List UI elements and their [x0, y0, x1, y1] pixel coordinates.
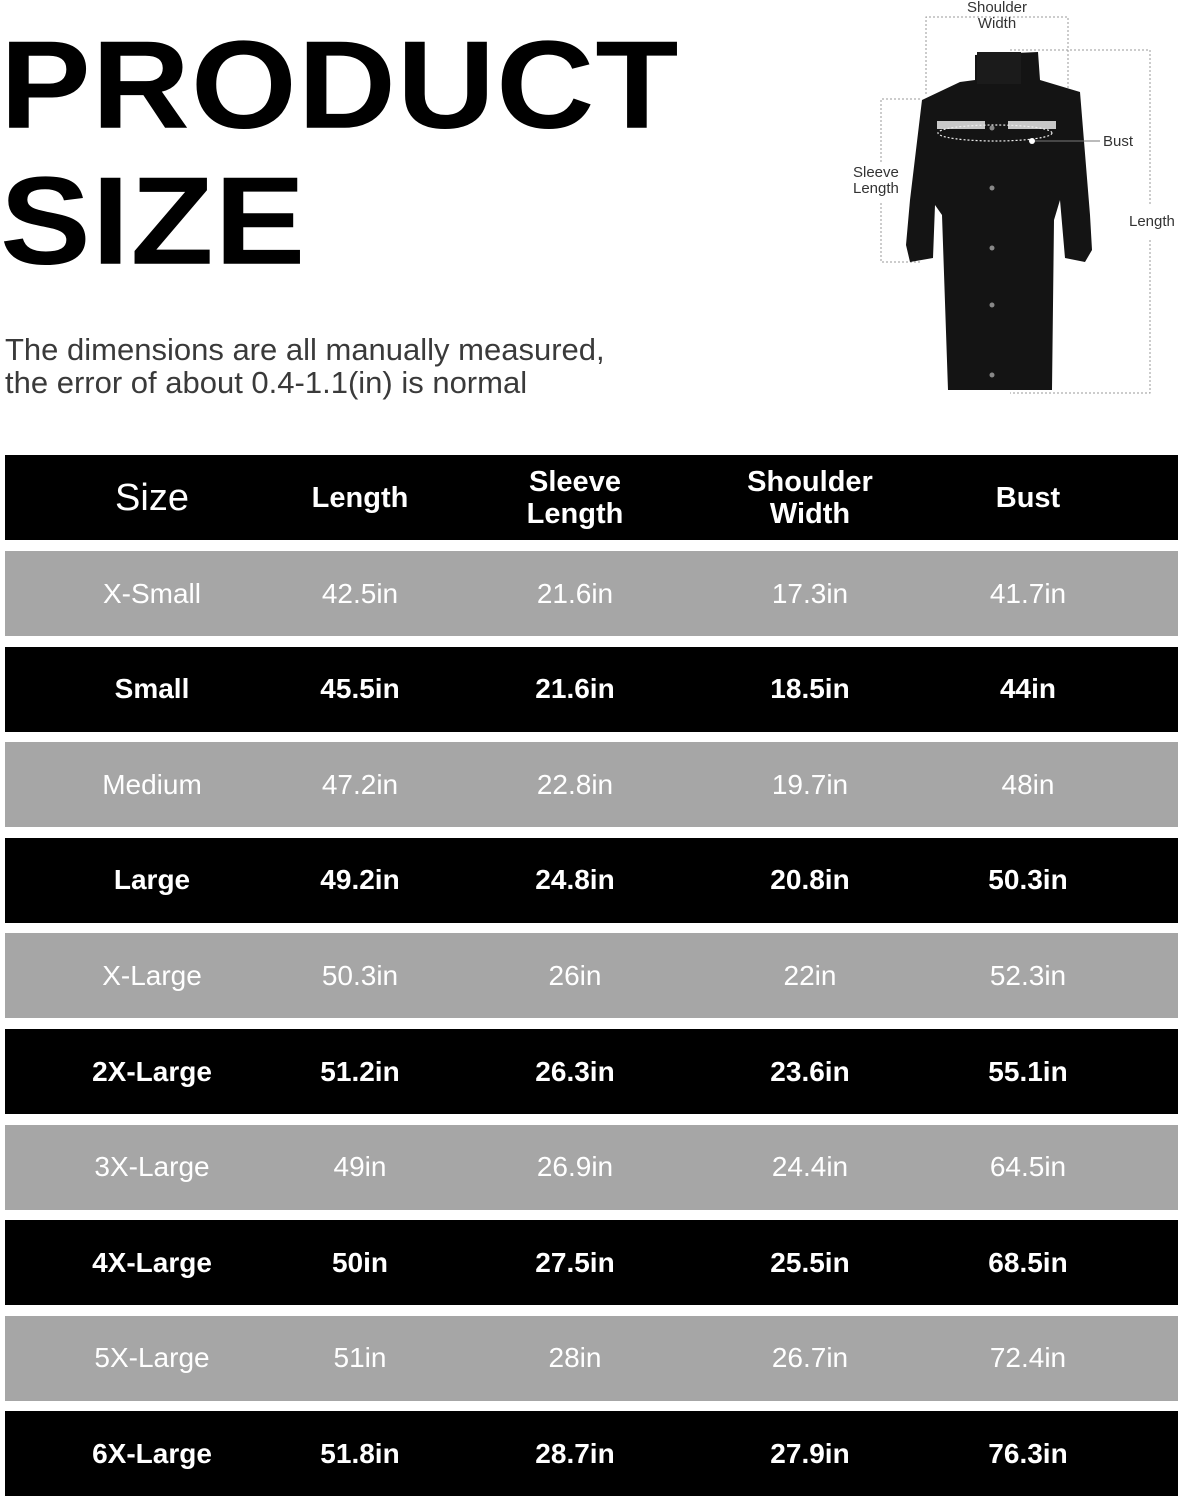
- cell-size: 4X-Large: [92, 1246, 212, 1278]
- coat-diagram: Shoulder Width Bust Sleeve Length Length: [840, 0, 1180, 400]
- header-text: Length: [526, 497, 624, 530]
- table-row: X-Large 50.3in 26in 22in 52.3in: [5, 933, 1178, 1019]
- header-size: Size: [52, 455, 252, 540]
- header-text-group: Length: [312, 482, 409, 514]
- header-text: Size: [115, 476, 189, 519]
- label-length: Length: [1129, 213, 1175, 230]
- cell-bust: 41.7in: [989, 577, 1067, 609]
- cell-size: X-Small: [102, 577, 201, 609]
- cell-bust: 52.3in: [989, 959, 1067, 991]
- cell-length: 50in: [331, 1246, 389, 1278]
- cell-bust: 72.4in: [989, 1342, 1067, 1374]
- header-text-group: Bust: [996, 482, 1060, 514]
- cell-bust: 55.1in: [988, 1055, 1068, 1087]
- cell-shoulder-width: 25.5in: [770, 1246, 850, 1278]
- label-shoulder-width: Shoulder Width: [957, 0, 1037, 32]
- coat-illustration: [880, 16, 1151, 394]
- header-text-group: Shoulder Width: [747, 466, 873, 530]
- header-text: Bust: [995, 481, 1061, 514]
- header-text: Shoulder: [747, 465, 873, 498]
- header-bust: Bust: [928, 455, 1128, 540]
- cell-length: 47.2in: [321, 768, 399, 800]
- cell-size: Small: [114, 673, 190, 705]
- cell-bust: 44in: [999, 673, 1057, 705]
- cell-bust: 76.3in: [988, 1437, 1068, 1469]
- cell-sleeve-length: 28.7in: [535, 1437, 615, 1469]
- title-size: SIZE: [0, 150, 307, 291]
- cell-bust: 64.5in: [989, 1151, 1067, 1183]
- cell-sleeve-length: 24.8in: [535, 864, 615, 896]
- cell-shoulder-width: 27.9in: [770, 1437, 850, 1469]
- cell-size: X-Large: [102, 959, 202, 991]
- cell-size: 6X-Large: [92, 1437, 212, 1469]
- cell-size: 2X-Large: [92, 1055, 212, 1087]
- cell-bust: 50.3in: [988, 864, 1068, 896]
- table-row: 5X-Large 51in 28in 26.7in 72.4in: [5, 1315, 1178, 1401]
- title-product: PRODUCT: [0, 14, 680, 155]
- header-text: Length: [311, 481, 409, 514]
- header-text: Width: [769, 497, 851, 530]
- cell-shoulder-width: 23.6in: [770, 1055, 850, 1087]
- table-row: Small 45.5in 21.6in 18.5in 44in: [5, 646, 1178, 732]
- cell-size: 3X-Large: [94, 1151, 210, 1183]
- cell-length: 51in: [333, 1342, 387, 1374]
- cell-sleeve-length: 27.5in: [535, 1246, 615, 1278]
- cell-sleeve-length: 26.3in: [535, 1055, 615, 1087]
- cell-bust: 48in: [1001, 768, 1055, 800]
- header-text-group: Sleeve Length: [527, 466, 624, 530]
- table-row: 2X-Large 51.2in 26.3in 23.6in 55.1in: [5, 1029, 1178, 1114]
- label-bust: Bust: [1103, 133, 1134, 150]
- label-shoulder-line1: Shoulder: [966, 0, 1028, 16]
- cell-length: 49in: [333, 1151, 387, 1183]
- cell-shoulder-width: 24.4in: [771, 1151, 849, 1183]
- header-shoulder-width: Shoulder Width: [710, 455, 910, 540]
- cell-length: 45.5in: [320, 673, 400, 705]
- cell-sleeve-length: 21.6in: [535, 673, 615, 705]
- cell-shoulder-width: 17.3in: [771, 577, 849, 609]
- header-text: Sleeve: [529, 465, 621, 498]
- label-sleeve-line2: Length: [853, 180, 899, 197]
- label-sleeve-length: Sleeve Length: [853, 165, 899, 197]
- cell-size: Large: [113, 864, 191, 896]
- measurement-note: The dimensions are all manually measured…: [5, 333, 605, 399]
- cell-length: 49.2in: [320, 864, 400, 896]
- label-sleeve-line1: Sleeve: [853, 164, 899, 181]
- table-row: Medium 47.2in 22.8in 19.7in 48in: [5, 742, 1178, 828]
- cell-size: 5X-Large: [94, 1342, 210, 1374]
- cell-length: 51.2in: [320, 1055, 400, 1087]
- cell-length: 42.5in: [321, 577, 399, 609]
- cell-shoulder-width: 26.7in: [771, 1342, 849, 1374]
- header-sleeve-length: Sleeve Length: [475, 455, 675, 540]
- cell-shoulder-width: 18.5in: [770, 673, 850, 705]
- table-row: 3X-Large 49in 26.9in 24.4in 64.5in: [5, 1124, 1178, 1210]
- label-shoulder-line2: Width: [977, 15, 1017, 32]
- cell-length: 50.3in: [321, 959, 399, 991]
- table-header: Size Length Sleeve Length Shoulder Width Bust: [5, 455, 1178, 540]
- cell-shoulder-width: 22in: [783, 959, 837, 991]
- cell-sleeve-length: 28in: [548, 1342, 602, 1374]
- cell-sleeve-length: 22.8in: [536, 768, 614, 800]
- cell-sleeve-length: 21.6in: [536, 577, 614, 609]
- note-line-1: The dimensions are all manually measured…: [5, 332, 605, 367]
- cell-sleeve-length: 26.9in: [536, 1151, 614, 1183]
- table-row: X-Small 42.5in 21.6in 17.3in 41.7in: [5, 551, 1178, 636]
- cell-bust: 68.5in: [988, 1246, 1068, 1278]
- cell-shoulder-width: 19.7in: [771, 768, 849, 800]
- header-length: Length: [260, 455, 460, 540]
- cell-length: 51.8in: [320, 1437, 400, 1469]
- note-line-2: the error of about 0.4-1.1(in) is normal: [5, 365, 528, 400]
- cell-shoulder-width: 20.8in: [770, 864, 850, 896]
- header-text-group: Size: [115, 476, 189, 519]
- cell-size: Medium: [102, 768, 202, 800]
- table-row: 6X-Large 51.8in 28.7in 27.9in 76.3in: [5, 1411, 1178, 1497]
- table-row: 4X-Large 50in 27.5in 25.5in 68.5in: [5, 1220, 1178, 1306]
- table-row: Large 49.2in 24.8in 20.8in 50.3in: [5, 837, 1178, 923]
- cell-sleeve-length: 26in: [548, 959, 602, 991]
